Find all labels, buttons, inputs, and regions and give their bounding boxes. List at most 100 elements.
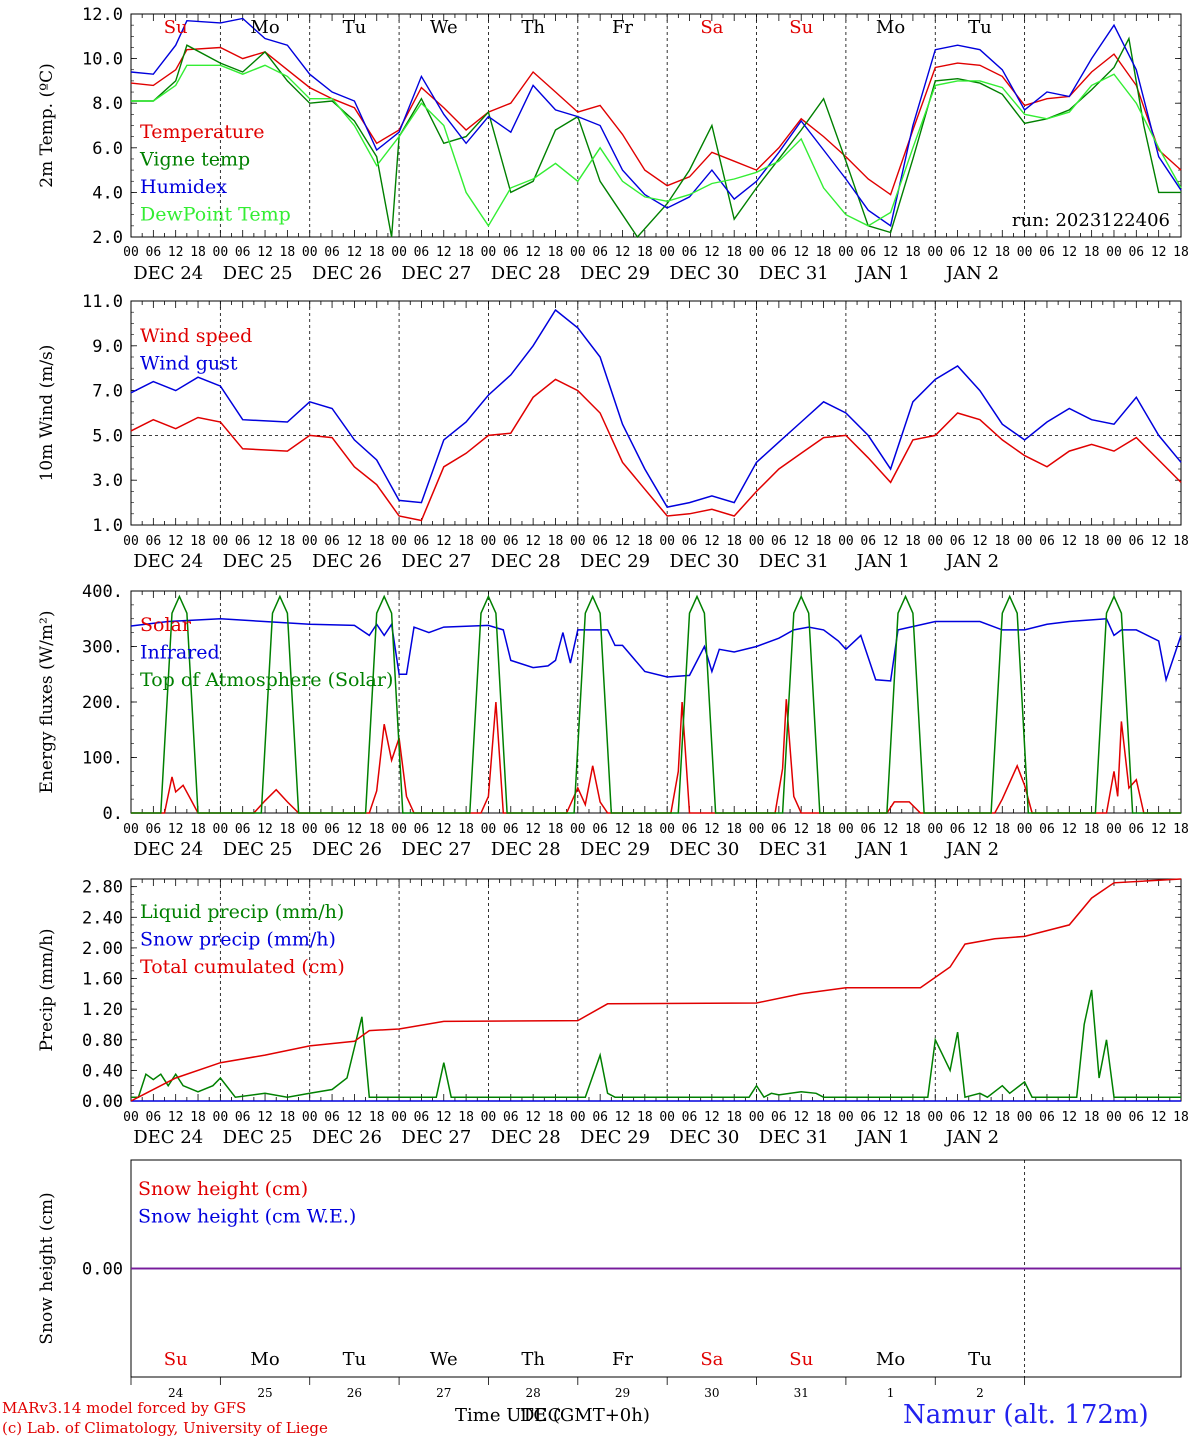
day-of-week-label: Mo bbox=[250, 1349, 279, 1370]
hour-tick-label: 12 bbox=[1061, 245, 1077, 260]
hour-tick-label: 18 bbox=[369, 245, 385, 260]
hour-tick-label: 06 bbox=[1128, 534, 1144, 549]
legend-entry: DewPoint Temp bbox=[140, 204, 291, 226]
hour-tick-label: 00 bbox=[659, 822, 675, 837]
hour-tick-label: 12 bbox=[257, 822, 273, 837]
y-axis-label: 2m Temp. (ºC) bbox=[37, 63, 57, 188]
hour-tick-label: 12 bbox=[972, 822, 988, 837]
date-label: DEC 24 bbox=[133, 839, 203, 860]
hour-tick-label: 00 bbox=[659, 534, 675, 549]
hour-tick-label: 12 bbox=[436, 245, 452, 260]
date-label: DEC 26 bbox=[312, 1127, 382, 1148]
y-tick-label: 3.0 bbox=[92, 471, 123, 491]
legend-entry: Snow precip (mm/h) bbox=[140, 929, 336, 951]
y-axis-label: Snow height (cm) bbox=[37, 1192, 57, 1344]
date-label: DEC 30 bbox=[669, 839, 739, 860]
day-number-label: 29 bbox=[615, 1386, 630, 1400]
date-label: DEC 28 bbox=[491, 839, 561, 860]
y-tick-label: 100. bbox=[82, 749, 123, 769]
hour-tick-label: 00 bbox=[302, 534, 318, 549]
legend-entry: Humidex bbox=[140, 176, 227, 198]
hour-tick-label: 12 bbox=[1151, 1110, 1167, 1125]
hour-tick-label: 00 bbox=[749, 534, 765, 549]
hour-tick-label: 18 bbox=[1173, 245, 1189, 260]
date-label: DEC 30 bbox=[669, 551, 739, 572]
hour-tick-label: 12 bbox=[168, 1110, 184, 1125]
date-label: DEC 30 bbox=[669, 1127, 739, 1148]
series-line-humidex bbox=[130, 17, 1182, 227]
hour-tick-label: 12 bbox=[168, 534, 184, 549]
hour-tick-label: 18 bbox=[637, 245, 653, 260]
date-label: DEC 27 bbox=[401, 551, 471, 572]
hour-tick-label: 06 bbox=[146, 822, 162, 837]
hour-tick-label: 18 bbox=[1084, 245, 1100, 260]
hour-tick-label: 12 bbox=[168, 822, 184, 837]
day-of-week-label: Fr bbox=[612, 1349, 633, 1370]
hour-tick-label: 18 bbox=[280, 534, 296, 549]
day-of-week-label: Fr bbox=[612, 17, 633, 38]
y-tick-label: 9.0 bbox=[92, 337, 123, 357]
y-tick-label: 1.20 bbox=[82, 1000, 123, 1020]
hour-tick-label: 06 bbox=[146, 1110, 162, 1125]
hour-tick-label: 06 bbox=[146, 534, 162, 549]
hour-tick-label: 18 bbox=[280, 1110, 296, 1125]
hour-tick-label: 06 bbox=[146, 245, 162, 260]
hour-tick-label: 12 bbox=[347, 1110, 363, 1125]
hour-tick-label: 00 bbox=[570, 1110, 586, 1125]
hour-tick-label: 12 bbox=[1061, 1110, 1077, 1125]
day-of-week-label: Su bbox=[789, 1349, 813, 1370]
hour-tick-label: 06 bbox=[592, 822, 608, 837]
hour-tick-label: 00 bbox=[838, 245, 854, 260]
hour-tick-label: 18 bbox=[816, 1110, 832, 1125]
day-number-label: 2 bbox=[976, 1386, 984, 1400]
day-number-label: 27 bbox=[436, 1386, 451, 1400]
y-axis-label: Precip (mm/h) bbox=[37, 928, 57, 1051]
hour-tick-label: 06 bbox=[414, 534, 430, 549]
legend-entry: Wind gust bbox=[140, 353, 238, 375]
hour-tick-label: 00 bbox=[391, 822, 407, 837]
hour-tick-label: 06 bbox=[1039, 245, 1055, 260]
day-of-week-label: Sa bbox=[700, 1349, 723, 1370]
day-of-week-label: Th bbox=[521, 17, 545, 38]
time-axis-label: Time UTC (GMT+0h) bbox=[455, 1405, 650, 1426]
date-label: DEC 26 bbox=[312, 263, 382, 284]
date-label: DEC 28 bbox=[491, 1127, 561, 1148]
series-line-infrared bbox=[130, 618, 1182, 683]
hour-tick-label: 06 bbox=[1039, 534, 1055, 549]
hour-tick-label: 12 bbox=[257, 534, 273, 549]
hour-tick-label: 18 bbox=[190, 534, 206, 549]
hour-tick-label: 12 bbox=[1151, 245, 1167, 260]
hour-tick-label: 12 bbox=[1151, 822, 1167, 837]
hour-tick-label: 00 bbox=[1017, 534, 1033, 549]
hour-tick-label: 12 bbox=[704, 822, 720, 837]
y-tick-label: 10.0 bbox=[82, 50, 123, 70]
hour-tick-label: 12 bbox=[436, 1110, 452, 1125]
hour-tick-label: 00 bbox=[1106, 245, 1122, 260]
date-label: DEC 30 bbox=[669, 263, 739, 284]
hour-tick-label: 18 bbox=[1084, 822, 1100, 837]
hour-tick-label: 12 bbox=[704, 245, 720, 260]
legend-entry: Liquid precip (mm/h) bbox=[140, 901, 344, 923]
day-of-week-label: Su bbox=[164, 1349, 188, 1370]
day-of-week-label: Tu bbox=[343, 1349, 367, 1370]
hour-tick-label: 12 bbox=[793, 822, 809, 837]
hour-tick-label: 12 bbox=[1061, 822, 1077, 837]
y-tick-label: 2.40 bbox=[82, 908, 123, 928]
date-label: DEC 25 bbox=[223, 551, 293, 572]
hour-tick-label: 12 bbox=[615, 245, 631, 260]
legend-entry: Infrared bbox=[140, 642, 220, 664]
day-of-week-label: Tu bbox=[343, 17, 367, 38]
hour-tick-label: 12 bbox=[972, 245, 988, 260]
hour-tick-label: 18 bbox=[458, 534, 474, 549]
hour-tick-label: 06 bbox=[414, 822, 430, 837]
date-label: DEC 25 bbox=[223, 1127, 293, 1148]
hour-tick-label: 00 bbox=[927, 245, 943, 260]
date-label: DEC 29 bbox=[580, 1127, 650, 1148]
date-label: DEC 26 bbox=[312, 551, 382, 572]
hour-tick-label: 12 bbox=[525, 245, 541, 260]
hour-tick-label: 06 bbox=[235, 822, 251, 837]
hour-tick-label: 18 bbox=[369, 1110, 385, 1125]
hour-tick-label: 06 bbox=[682, 822, 698, 837]
series-line-total-cumulated-cm- bbox=[130, 878, 1182, 1102]
date-label: JAN 1 bbox=[855, 263, 910, 284]
